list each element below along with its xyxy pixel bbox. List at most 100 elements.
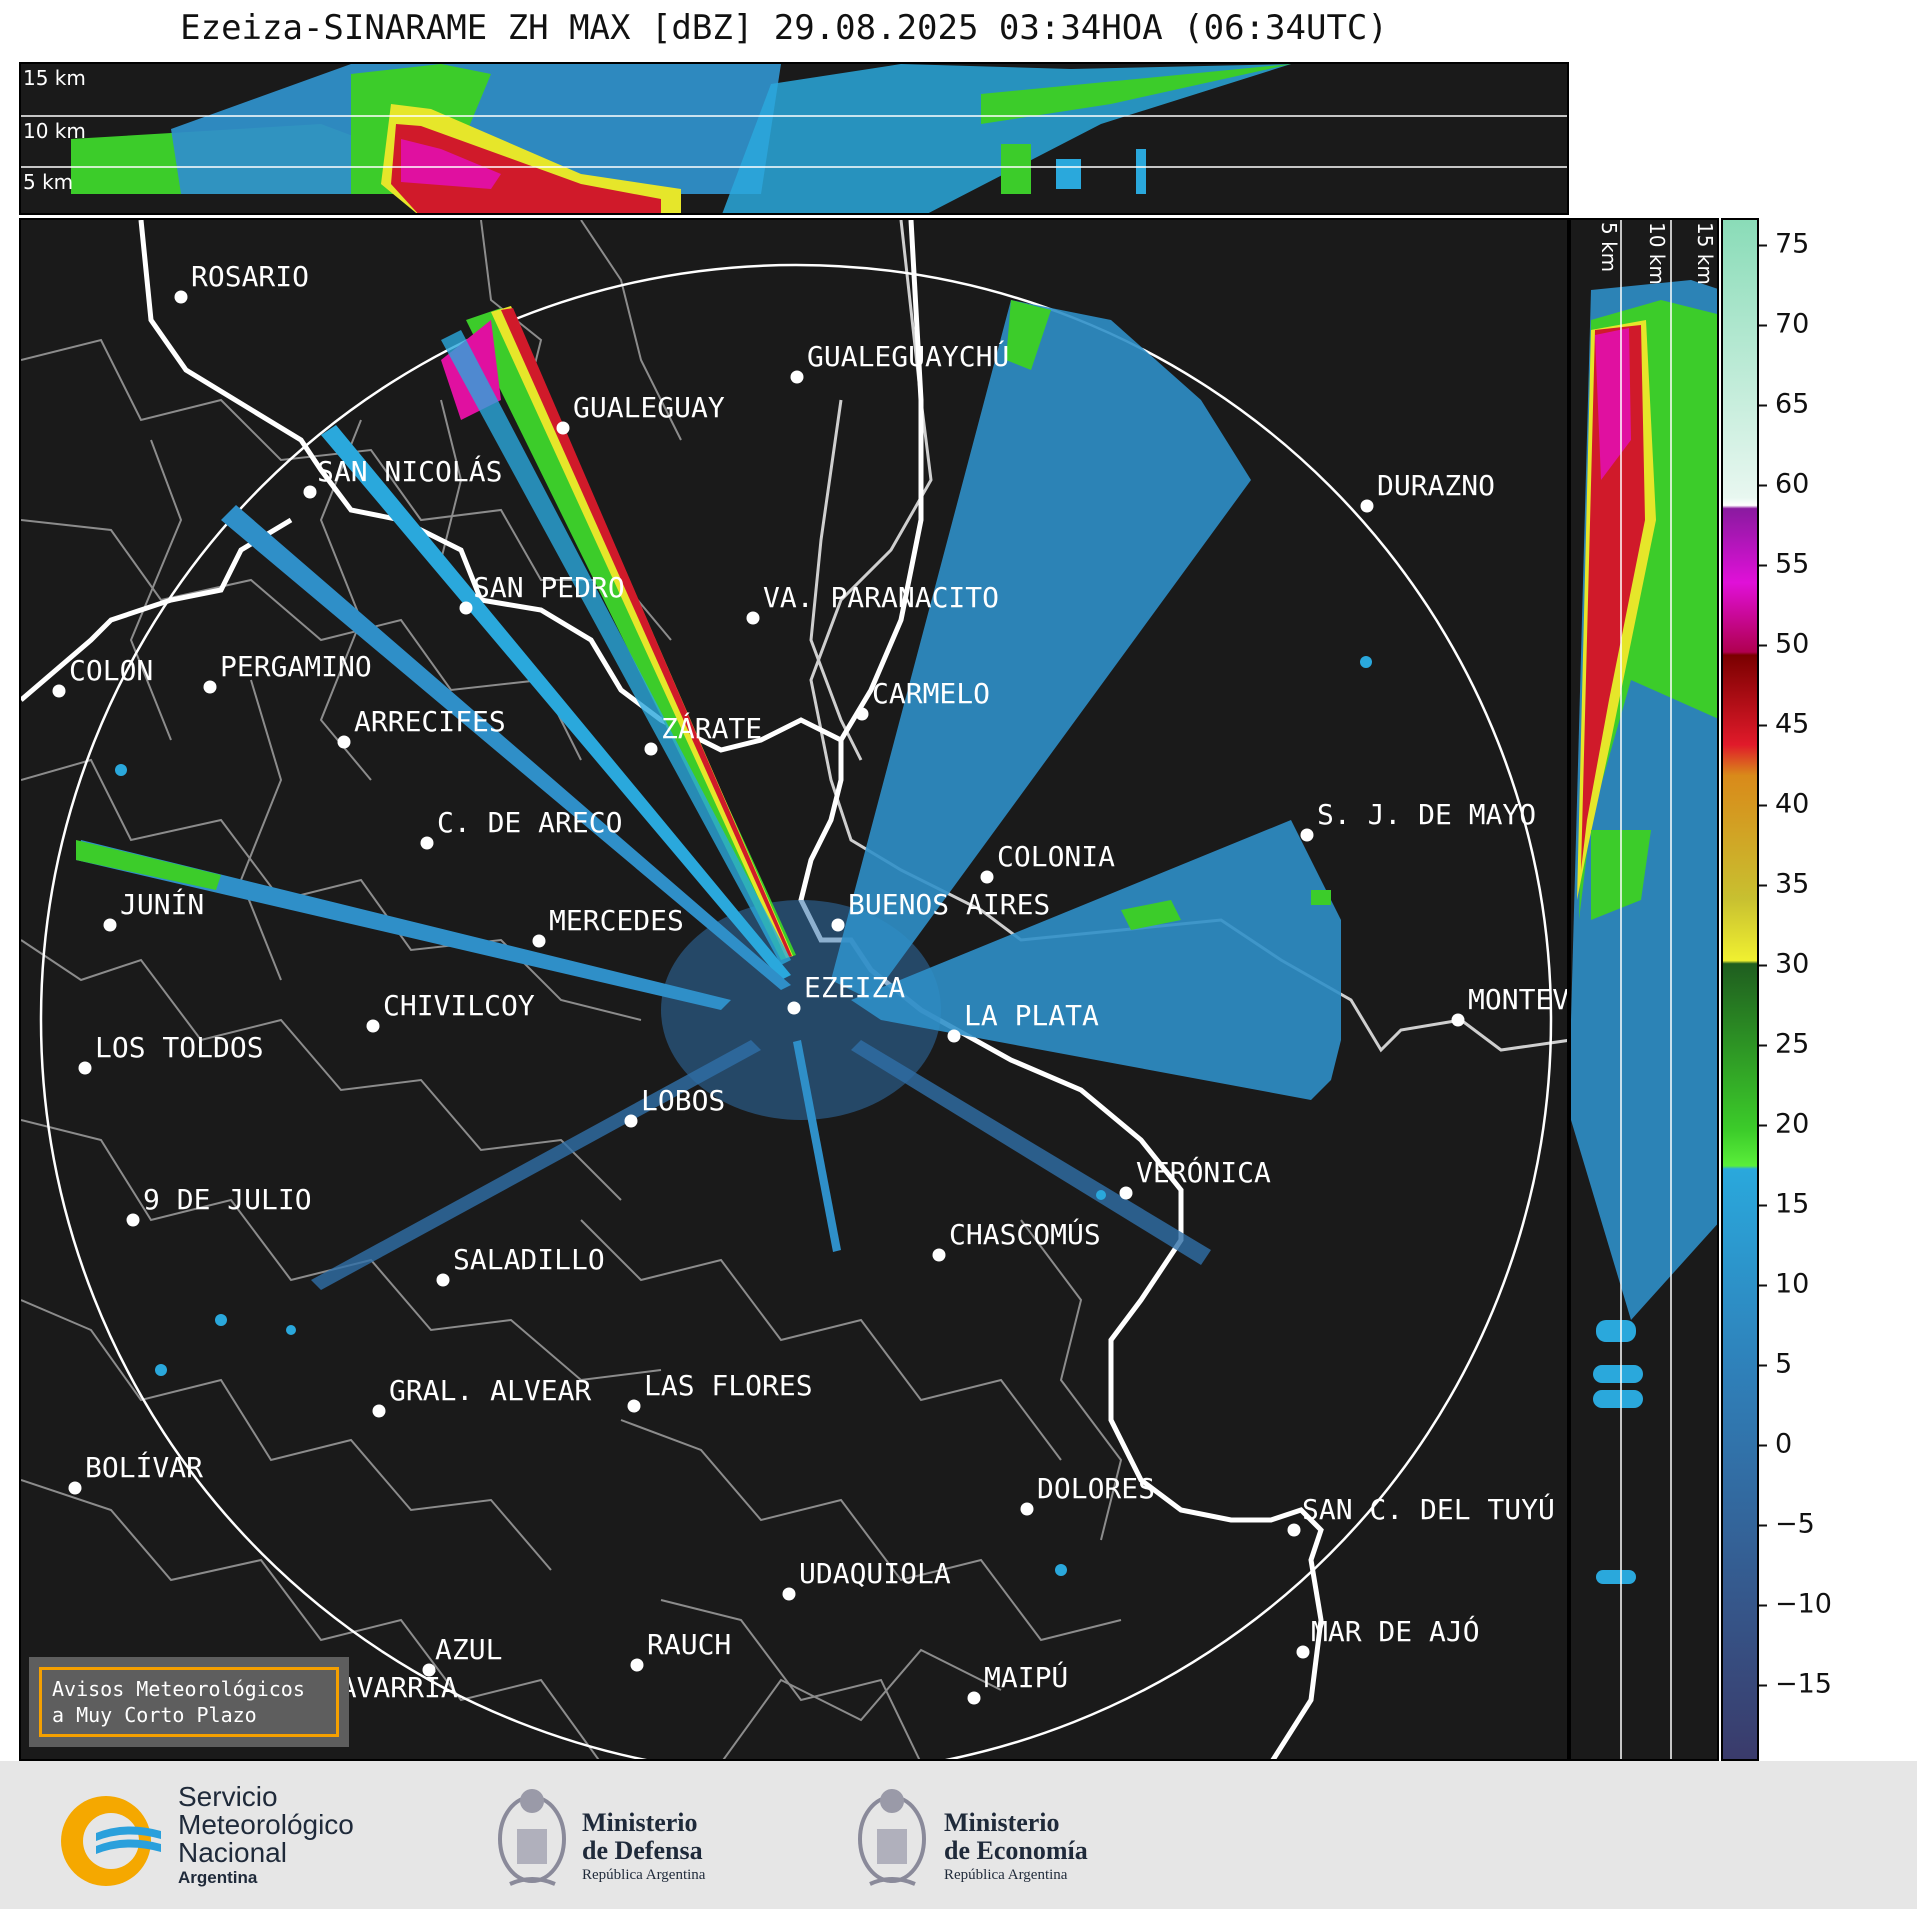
city-label-san-nicolas: SAN NICOLÁS [317, 455, 503, 488]
city-label-la-plata: LA PLATA [964, 999, 1099, 1032]
city-label-mercedes: MERCEDES [549, 904, 684, 937]
altitude-label-10km: 10 km [23, 119, 86, 143]
city-label-las-flores: LAS FLORES [644, 1369, 813, 1402]
city-label-rauch: RAUCH [647, 1628, 732, 1661]
radar-map-panel[interactable]: ROSARIO GUALEGUAYCHÚ GUALEGUAY SAN NICOL… [19, 218, 1569, 1761]
colorbar-tick-label: 65 [1759, 389, 1809, 420]
city-marker [630, 1658, 644, 1672]
city-label-mar-de-ajo: MAR DE AJÓ [1311, 1615, 1480, 1648]
altitude-label-10km-vertical: 10 km [1645, 222, 1669, 285]
echo-cell [1096, 1190, 1106, 1200]
echo-right-green [981, 64, 1291, 124]
echo-cell [155, 1364, 167, 1376]
echo-right-cell [1593, 1390, 1643, 1408]
city-marker [947, 1029, 961, 1043]
city-marker [1287, 1523, 1301, 1537]
echo-nw-blue [441, 330, 791, 965]
echo-cell [1055, 1564, 1067, 1576]
notice-line-2: a Muy Corto Plazo [52, 1703, 257, 1727]
city-label-va-paranacito: VA. PARANACITO [763, 581, 1000, 614]
colorbar-ticks: 75 70 65 60 55 50 45 40 35 30 25 20 15 10 5 0 −5 −10 −15 [1759, 218, 1909, 1761]
city-label-sj-de-mayo: S. J. DE MAYO [1317, 798, 1537, 831]
city-label-bolivar: BOLÍVAR [85, 1451, 204, 1484]
colorbar-gradient [1723, 220, 1757, 1759]
city-marker [337, 735, 351, 749]
radar-map-plot [21, 220, 1567, 1759]
city-label-dolores: DOLORES [1037, 1472, 1156, 1505]
city-marker [932, 1248, 946, 1262]
colorbar-tick-label: 75 [1759, 229, 1809, 260]
city-marker [1020, 1502, 1034, 1516]
city-label-montevideo: MONTEV [1468, 983, 1569, 1016]
colorbar-tick-label: 50 [1759, 629, 1809, 660]
city-marker [366, 1019, 380, 1033]
economia-name: Ministerio de Economía República Argenti… [944, 1809, 1088, 1885]
warning-notice-box: Avisos Meteorológicos a Muy Corto Plazo [39, 1667, 339, 1737]
smn-line-2: Meteorológico [178, 1809, 354, 1840]
city-marker [103, 918, 117, 932]
echo-right-red [1581, 325, 1645, 870]
colorbar-tick-label: 70 [1759, 309, 1809, 340]
colorbar-tick-label: 5 [1759, 1349, 1792, 1380]
colorbar-tick-label: 60 [1759, 469, 1809, 500]
echo-cell [286, 1325, 296, 1335]
city-label-maipu: MAIPÚ [984, 1661, 1069, 1694]
echo-e-green [1121, 900, 1181, 930]
echo-right-cell [1593, 1365, 1643, 1383]
defensa-line-3: República Argentina [582, 1867, 706, 1883]
city-marker-radar [787, 1001, 801, 1015]
city-marker [459, 601, 473, 615]
city-label-udaquiola: UDAQUIOLA [799, 1557, 951, 1590]
city-marker [746, 611, 760, 625]
colorbar-tick-label: 45 [1759, 709, 1809, 740]
city-label-carmelo: CARMELO [872, 677, 991, 710]
echo-ne-fan [831, 300, 1251, 1000]
city-marker [203, 680, 217, 694]
city-marker [627, 1399, 641, 1413]
notice-line-1: Avisos Meteorológicos [52, 1677, 305, 1701]
city-marker [556, 421, 570, 435]
echo-right-magenta [1595, 328, 1631, 480]
echo-red-core [391, 124, 661, 213]
city-marker [855, 707, 869, 721]
city-label-colon: COLON [69, 654, 154, 687]
colorbar-tick-label: 30 [1759, 949, 1809, 980]
city-label-pergamino: PERGAMINO [220, 650, 372, 683]
footer-logos: Servicio Meteorológico Nacional Argentin… [0, 1761, 1917, 1909]
echo-e-fan [851, 820, 1341, 1100]
city-label-chivilcoy: CHIVILCOY [383, 989, 535, 1022]
city-marker [1451, 1013, 1465, 1027]
city-marker [1360, 499, 1374, 513]
echo-e-green-2 [1311, 890, 1331, 905]
city-marker [372, 1404, 386, 1418]
city-marker [78, 1061, 92, 1075]
city-label-san-c-del-tuyu: SAN C. DEL TUYÚ [1302, 1493, 1555, 1526]
defensa-line-1: Ministerio [582, 1808, 698, 1837]
city-label-los-toldos: LOS TOLDOS [95, 1031, 264, 1064]
smn-name: Servicio Meteorológico Nacional Argentin… [178, 1783, 354, 1889]
city-label-azul: AZUL [435, 1633, 503, 1666]
city-marker [831, 918, 845, 932]
city-label-gral-alvear: GRAL. ALVEAR [389, 1374, 592, 1407]
city-marker [782, 1587, 796, 1601]
city-marker [624, 1114, 638, 1128]
city-marker [644, 742, 658, 756]
economia-line-3: República Argentina [944, 1867, 1068, 1883]
echo-beam-junin-green [76, 840, 221, 890]
coat-of-arms-icon [858, 1789, 926, 1886]
smn-line-1: Servicio [178, 1781, 278, 1812]
city-marker [1300, 828, 1314, 842]
city-marker [422, 1663, 436, 1677]
echo-cell [115, 764, 127, 776]
colorbar-tick-label: 20 [1759, 1109, 1809, 1140]
city-marker [980, 870, 994, 884]
city-label-lobos: LOBOS [641, 1084, 726, 1117]
city-label-ezeiza: EZEIZA [804, 971, 906, 1004]
city-label-veronica: VERÓNICA [1136, 1156, 1271, 1189]
city-marker [1296, 1645, 1310, 1659]
echo-far-right-cell [1136, 149, 1146, 194]
echo-right-cell [1596, 1320, 1636, 1342]
defensa-line-2: de Defensa [582, 1836, 703, 1865]
city-label-buenos-aires: BUENOS AIRES [848, 888, 1051, 921]
city-marker [436, 1273, 450, 1287]
